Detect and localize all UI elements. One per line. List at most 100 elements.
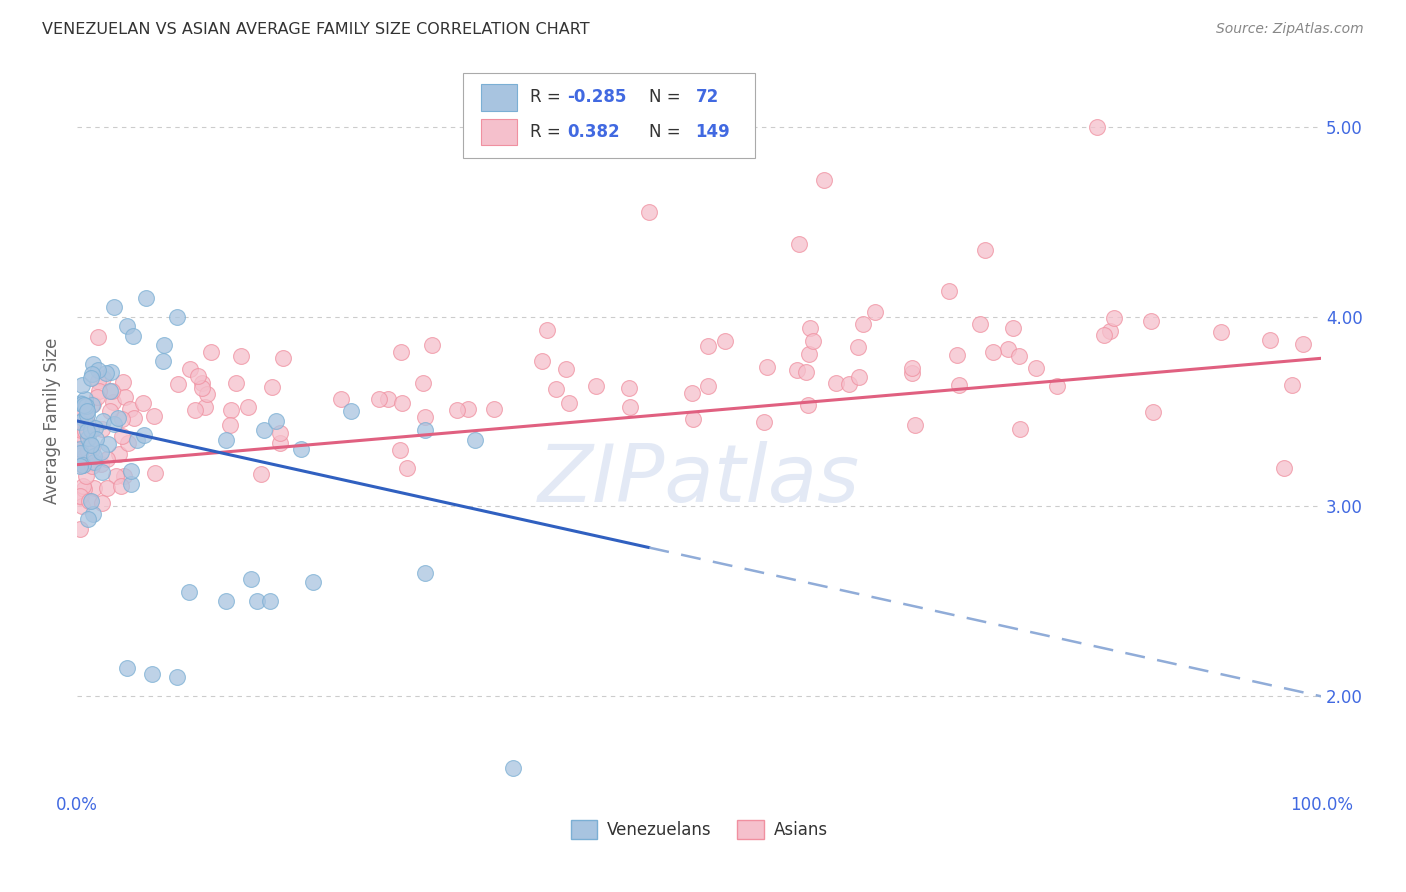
Point: [143, 409, 166, 423]
Text: VENEZUELAN VS ASIAN AVERAGE FAMILY SIZE CORRELATION CHART: VENEZUELAN VS ASIAN AVERAGE FAMILY SIZE …: [42, 22, 589, 37]
Point: [143, 466, 166, 480]
Point: [260, 380, 283, 394]
Point: [536, 323, 558, 337]
Point: [91, 422, 114, 436]
FancyBboxPatch shape: [463, 73, 755, 158]
Point: [87, 374, 110, 388]
Point: [100, 365, 122, 379]
Point: [389, 344, 412, 359]
Point: [900, 367, 922, 381]
Point: [125, 434, 148, 448]
Point: [82, 398, 104, 412]
Point: [69, 489, 91, 503]
Point: [191, 381, 214, 395]
Point: [531, 354, 554, 368]
Point: [1099, 324, 1122, 338]
Point: [70, 396, 93, 410]
Point: [79, 370, 101, 384]
Point: [96, 481, 118, 495]
Point: [90, 496, 112, 510]
Point: [69, 459, 91, 474]
Point: [1008, 349, 1031, 363]
Point: [96, 451, 118, 466]
Point: [250, 467, 273, 481]
Point: [70, 458, 93, 473]
Point: [83, 455, 105, 469]
Point: [187, 369, 209, 384]
Point: [76, 404, 98, 418]
Text: 72: 72: [696, 88, 718, 106]
Point: [69, 396, 91, 410]
Point: [484, 401, 506, 416]
Point: [799, 321, 821, 335]
Point: [259, 594, 281, 608]
Point: [124, 411, 146, 425]
Point: [681, 386, 703, 401]
Point: [94, 366, 117, 380]
Point: [69, 446, 91, 460]
Point: [1142, 405, 1164, 419]
Point: [132, 396, 155, 410]
Point: [969, 317, 991, 331]
Point: [111, 429, 134, 443]
Point: [502, 762, 524, 776]
Point: [1025, 361, 1047, 376]
Point: [82, 507, 104, 521]
Point: [446, 402, 468, 417]
Point: [101, 384, 124, 398]
Point: [1102, 311, 1125, 326]
Point: [141, 666, 163, 681]
Text: N =: N =: [650, 88, 686, 106]
Text: 0.382: 0.382: [567, 123, 620, 141]
Point: [87, 330, 110, 344]
Point: [105, 469, 128, 483]
Point: [70, 408, 93, 422]
Point: [797, 398, 820, 412]
Point: [801, 334, 824, 348]
Point: [76, 432, 98, 446]
Point: [120, 464, 142, 478]
Point: [134, 291, 156, 305]
Point: [86, 390, 108, 404]
Point: [77, 443, 100, 458]
Point: [73, 424, 96, 438]
Point: [302, 575, 325, 590]
Point: [225, 376, 247, 390]
Point: [269, 436, 291, 450]
Point: [194, 401, 217, 415]
Point: [682, 411, 704, 425]
Point: [107, 411, 129, 425]
Point: [619, 400, 641, 414]
Point: [997, 343, 1019, 357]
Point: [585, 379, 607, 393]
Point: [72, 479, 94, 493]
Point: [115, 319, 138, 334]
Point: [945, 348, 967, 362]
Point: [97, 437, 120, 451]
Point: [229, 349, 252, 363]
Point: [420, 338, 443, 352]
Point: [396, 461, 419, 475]
Point: [412, 376, 434, 390]
Point: [184, 402, 207, 417]
Point: [617, 381, 640, 395]
Point: [368, 392, 391, 406]
Point: [91, 414, 114, 428]
Point: [114, 390, 136, 404]
Point: [76, 512, 98, 526]
Point: [200, 345, 222, 359]
Point: [110, 479, 132, 493]
Point: [167, 377, 190, 392]
Point: [638, 205, 661, 219]
Point: [76, 408, 98, 422]
FancyBboxPatch shape: [481, 84, 517, 111]
Point: [415, 566, 437, 580]
Point: [948, 377, 970, 392]
Point: [72, 377, 94, 392]
Text: Source: ZipAtlas.com: Source: ZipAtlas.com: [1216, 22, 1364, 37]
Point: [70, 491, 93, 505]
Point: [103, 417, 125, 432]
Text: R =: R =: [530, 123, 567, 141]
Point: [69, 522, 91, 536]
Point: [848, 370, 870, 384]
